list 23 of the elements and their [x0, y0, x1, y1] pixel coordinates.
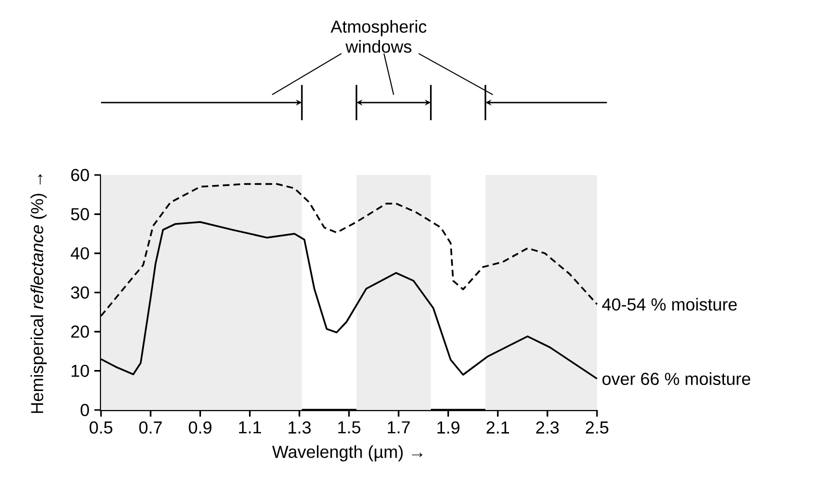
text: Atmospheric windows	[330, 20, 426, 53]
x-tick-label: 2.5	[586, 421, 608, 434]
series-label: over 66 % moisture	[602, 372, 750, 386]
y-tick-label: 30	[71, 286, 89, 299]
y-tick-label: 50	[71, 208, 89, 220]
y-tick-label: 10	[72, 364, 89, 377]
x-tick-label: 1.1	[239, 421, 262, 434]
x-tick-label: 1.5	[338, 421, 360, 434]
x-axis-title: Wavelength (µm) →	[272, 445, 422, 462]
y-tick-label: 20	[71, 326, 89, 338]
x-tick-label: 1.9	[437, 421, 460, 434]
y-tick-label: 60	[71, 168, 89, 182]
x-tick-label: 1.7	[388, 421, 410, 434]
series-label: 40-54 % moisture	[602, 298, 737, 311]
x-tick-label: 0.9	[188, 421, 212, 434]
y-tick-label: 40	[70, 247, 89, 260]
x-tick-label: 0.5	[90, 421, 112, 434]
y-tick-label: 0	[80, 404, 89, 416]
x-tick-label: 1.3	[288, 421, 311, 434]
x-tick-label: 2.3	[536, 421, 559, 434]
x-tick-label: 0.7	[139, 421, 162, 434]
y-axis-title: Hemisperical reflectance (%) →	[30, 174, 47, 413]
x-tick-label: 2.1	[486, 421, 510, 434]
